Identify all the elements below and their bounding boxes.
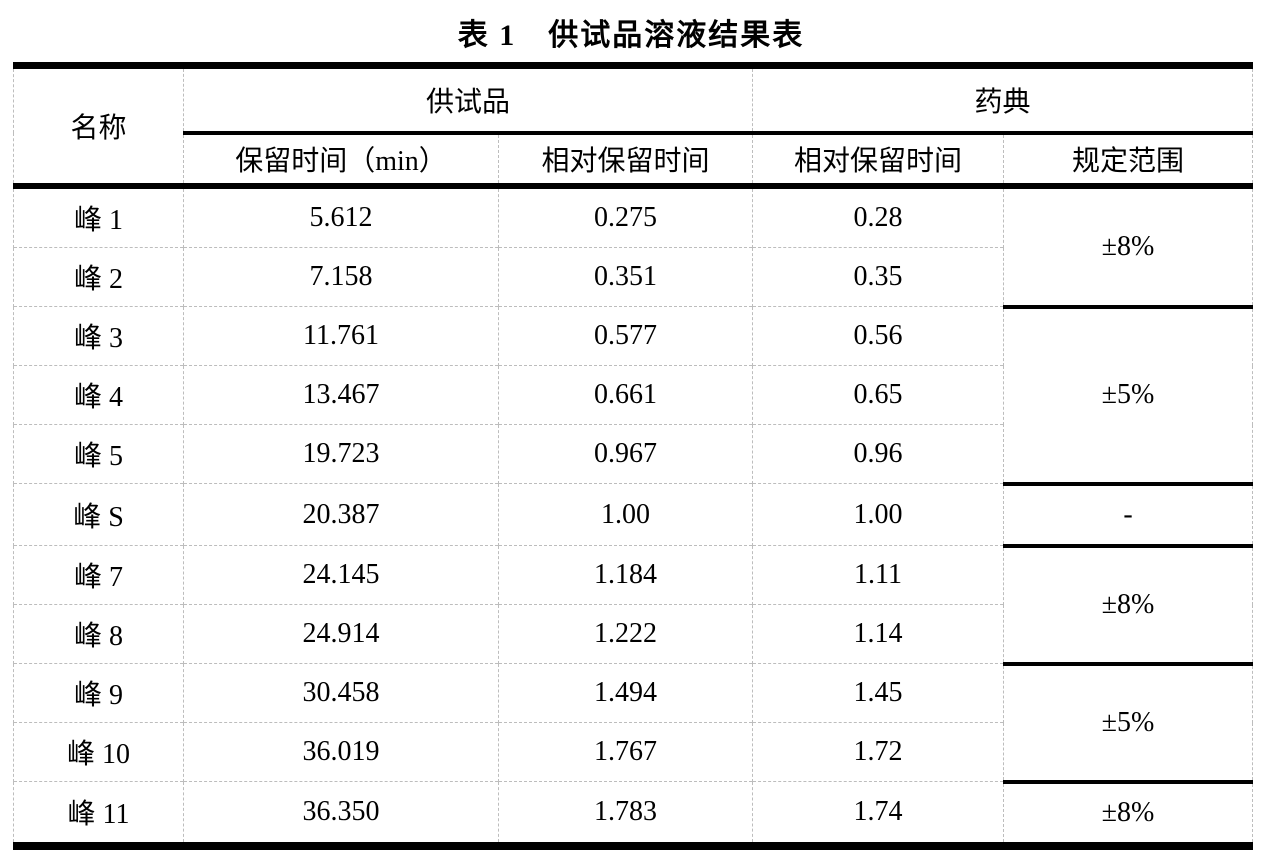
cell-relative-retention: 1.00 [497,483,754,546]
cell-relative-retention: 0.661 [497,365,754,425]
table-row: 峰 1 5.612 0.275 0.28 ±8% [13,185,1254,309]
table-row: 峰 9 30.458 1.494 1.45 ±5% [13,663,1254,784]
cell-peak-name: 峰 S [13,483,184,546]
cell-peak-name: 峰 9 [13,663,184,723]
cell-peak-name: 峰 3 [13,306,184,366]
header-relative-retention: 相对保留时间 [497,131,754,189]
cell-pharm-relative-retention: 1.45 [752,663,1005,723]
cell-pharm-relative-retention: 1.74 [752,781,1005,850]
cell-retention-time: 11.761 [183,306,499,366]
results-table: 名称 供试品 药典 保留时间（min） 相对保留时间 相对保留时间 规定范围 峰… [13,62,1254,850]
table-row: 峰 S 20.387 1.00 1.00 - [13,483,1254,548]
table-row: 峰 10 36.019 1.767 1.72 [13,722,1253,782]
cell-retention-time: 24.145 [183,545,499,605]
cell-peak-name: 峰 1 [13,185,184,248]
cell-specified-range: ±5% [1003,663,1254,784]
cell-peak-name: 峰 10 [13,722,184,782]
cell-peak-name: 峰 7 [13,545,184,605]
cell-pharm-relative-retention: 1.11 [752,545,1005,605]
table-title: 表 1 供试品溶液结果表 [457,19,805,52]
cell-relative-retention: 1.783 [497,781,754,850]
cell-retention-time: 36.019 [183,722,499,782]
cell-pharm-relative-retention: 1.72 [752,722,1005,782]
cell-specified-range: ±8% [1003,781,1254,850]
header-group-sample: 供试品 [182,62,754,133]
cell-peak-name: 峰 4 [13,365,184,425]
cell-retention-time: 20.387 [183,483,499,546]
cell-retention-time: 30.458 [183,663,499,723]
cell-relative-retention: 1.184 [497,545,754,605]
cell-pharm-relative-retention: 0.28 [752,185,1005,248]
cell-retention-time: 5.612 [183,185,499,248]
header-columns-row: 保留时间（min） 相对保留时间 相对保留时间 规定范围 [14,131,1254,189]
cell-relative-retention: 0.275 [497,185,754,248]
cell-relative-retention: 1.494 [497,663,754,723]
cell-relative-retention: 0.577 [497,306,754,366]
header-group-row: 名称 供试品 药典 [13,62,1254,189]
cell-retention-time: 36.350 [183,781,499,850]
cell-peak-name: 峰 11 [13,781,184,850]
cell-peak-name: 峰 8 [13,604,184,664]
cell-pharm-relative-retention: 0.35 [752,247,1005,307]
cell-retention-time: 24.914 [183,604,499,664]
cell-relative-retention: 0.967 [497,424,754,484]
cell-specified-range: ±8% [1003,185,1254,309]
cell-retention-time: 13.467 [183,365,499,425]
cell-pharm-relative-retention: 0.96 [752,424,1005,484]
table-row: 峰 8 24.914 1.222 1.14 [13,604,1253,664]
cell-relative-retention: 1.767 [497,722,754,782]
cell-peak-name: 峰 2 [13,247,184,307]
cell-specified-range: ±5% [1003,306,1254,486]
cell-relative-retention: 1.222 [497,604,754,664]
cell-pharm-relative-retention: 1.14 [752,604,1005,664]
cell-relative-retention: 0.351 [497,247,754,307]
table-row: 峰 4 13.467 0.661 0.65 [13,365,1253,425]
header-group-pharmacopoeia: 药典 [752,62,1254,133]
cell-retention-time: 7.158 [183,247,499,307]
cell-pharm-relative-retention: 1.00 [752,483,1005,546]
header-pharm-relative-retention: 相对保留时间 [752,131,1005,189]
cell-specified-range: ±8% [1003,545,1254,666]
header-retention-time: 保留时间（min） [183,131,499,189]
header-specified-range: 规定范围 [1003,131,1254,189]
cell-retention-time: 19.723 [183,424,499,484]
table-row: 峰 2 7.158 0.351 0.35 [13,247,1253,307]
cell-specified-range: - [1003,483,1254,548]
cell-pharm-relative-retention: 0.65 [752,365,1005,425]
table-row: 峰 11 36.350 1.783 1.74 ±8% [13,781,1254,850]
table-row: 峰 5 19.723 0.967 0.96 [13,424,1253,484]
cell-peak-name: 峰 5 [13,424,184,484]
table-row: 峰 3 11.761 0.577 0.56 ±5% [13,306,1254,486]
cell-pharm-relative-retention: 0.56 [752,306,1005,366]
header-name: 名称 [13,62,184,189]
table-row: 峰 7 24.145 1.184 1.11 ±8% [13,545,1254,666]
